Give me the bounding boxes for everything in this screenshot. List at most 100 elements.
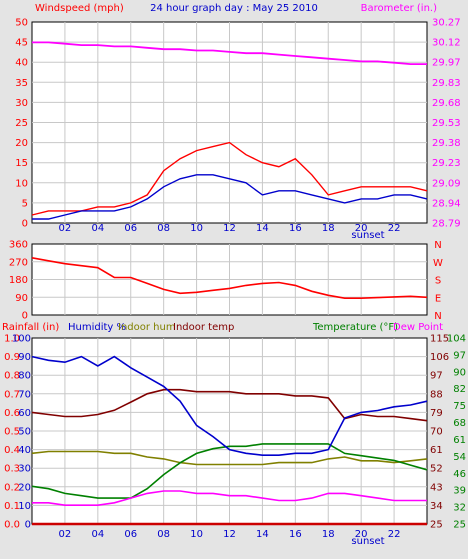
- temperature-tick-label: 75: [453, 401, 466, 412]
- rainfall-tick-label: 0.9: [4, 352, 20, 363]
- windspeed-tick-label: 50: [15, 18, 28, 29]
- x-tick-label: 18: [322, 223, 335, 234]
- indoor-temp-tick-label: 70: [430, 427, 443, 438]
- rainfall-tick-label: 0.7: [4, 389, 20, 400]
- direction-tick-label: 90: [15, 293, 28, 304]
- barometer-tick-label: 28.94: [432, 198, 461, 209]
- temperature-tick-label: 54: [453, 452, 466, 463]
- x-tick-label: 20: [355, 223, 368, 234]
- compass-label: N: [434, 240, 441, 251]
- rainfall-tick-label: 0.3: [4, 464, 20, 475]
- humidity-line: [31, 355, 428, 457]
- rainfall-tick-label: 0.5: [4, 427, 20, 438]
- humidity-tick-label: 80: [18, 371, 31, 382]
- windspeed-tick-label: 15: [15, 158, 28, 169]
- windspeed-tick-label: 20: [15, 138, 28, 149]
- direction-tick-label: 360: [9, 240, 28, 251]
- x-tick-label: 08: [157, 529, 170, 540]
- x-tick-label: 22: [388, 529, 401, 540]
- x-tick-label: 16: [289, 529, 302, 540]
- direction-tick-label: 0: [22, 311, 28, 322]
- indoor-temp-tick-label: 25: [430, 520, 443, 531]
- indoor-temp-tick-label: 97: [430, 371, 443, 382]
- barometer-axis-label: Barometer (in.): [361, 3, 437, 14]
- temperature-line: [31, 443, 428, 499]
- barometer-line: [32, 41, 427, 65]
- indoor-temp-tick-label: 115: [430, 334, 449, 345]
- temperature-tick-label: 32: [453, 503, 466, 514]
- humidity-tick-label: 70: [18, 389, 31, 400]
- humidity-legend: Humidity %: [68, 322, 126, 333]
- x-tick-label: 22: [388, 223, 401, 234]
- temperature-tick-label: 46: [453, 469, 466, 480]
- x-tick-label: 14: [256, 529, 269, 540]
- barometer-tick-label: 29.53: [432, 118, 461, 129]
- x-tick-label: 06: [124, 223, 137, 234]
- rainfall-tick-label: 1.0: [4, 334, 20, 345]
- sunset-label: sunset: [351, 536, 384, 547]
- x-tick-label: 04: [91, 223, 104, 234]
- x-tick-label: 10: [190, 223, 203, 234]
- rainfall-tick-label: 0.4: [4, 445, 20, 456]
- windspeed-line: [32, 174, 428, 220]
- humidity-tick-label: 40: [18, 445, 31, 456]
- barometer-tick-label: 30.12: [432, 38, 461, 49]
- x-tick-label: 20: [355, 529, 368, 540]
- barometer-tick-label: 29.23: [432, 158, 461, 169]
- wind-direction-line: [31, 257, 428, 300]
- dew-point-line: [32, 490, 427, 507]
- barometer-tick-label: 30.27: [432, 18, 461, 29]
- temperature-tick-label: 39: [453, 486, 466, 497]
- x-tick-label: 02: [59, 223, 72, 234]
- chart-title: 24 hour graph day : May 25 2010: [150, 3, 318, 14]
- humidity-tick-label: 100: [12, 334, 31, 345]
- rainfall-tick-label: 0.8: [4, 371, 20, 382]
- indoor-temp-tick-label: 52: [430, 464, 443, 475]
- barometer-tick-label: 28.79: [432, 219, 461, 230]
- rainfall-tick-label: 0.6: [4, 408, 20, 419]
- windspeed-tick-label: 35: [15, 78, 28, 89]
- gust-line: [31, 141, 428, 216]
- barometer-tick-label: 29.38: [432, 138, 461, 149]
- windspeed-tick-label: 10: [15, 178, 28, 189]
- x-tick-label: 12: [223, 223, 236, 234]
- indoor-hum-legend: Indoor hum: [118, 322, 176, 333]
- direction-tick-label: 180: [9, 275, 28, 286]
- windspeed-tick-label: 25: [15, 118, 28, 129]
- windspeed-tick-label: 45: [15, 38, 28, 49]
- compass-label: W: [433, 258, 443, 269]
- barometer-tick-label: 29.83: [432, 78, 461, 89]
- windspeed-tick-label: 40: [15, 58, 28, 69]
- indoor-temp-tick-label: 43: [430, 482, 443, 493]
- temperature-tick-label: 97: [453, 350, 466, 361]
- temperature-legend: Temperature (°F): [312, 322, 398, 333]
- x-tick-label: 12: [223, 529, 236, 540]
- x-tick-label: 18: [322, 529, 335, 540]
- x-tick-label: 04: [91, 529, 104, 540]
- x-tick-label: 10: [190, 529, 203, 540]
- temperature-tick-label: 25: [453, 520, 466, 531]
- temperature-tick-label: 104: [447, 334, 466, 345]
- indoor-temp-tick-label: 34: [430, 501, 443, 512]
- windspeed-tick-label: 5: [22, 198, 28, 209]
- humidity-tick-label: 0: [25, 520, 31, 531]
- compass-label: N: [434, 311, 441, 322]
- windspeed-tick-label: 0: [22, 219, 28, 230]
- temperature-tick-label: 90: [453, 367, 466, 378]
- dew-point-legend: Dew Point: [393, 322, 443, 333]
- humidity-tick-label: 30: [18, 464, 31, 475]
- rainfall-legend: Rainfall (in): [2, 322, 59, 333]
- compass-label: S: [435, 276, 441, 287]
- indoor-temp-line: [31, 388, 428, 422]
- x-tick-label: 16: [289, 223, 302, 234]
- x-tick-label: 14: [256, 223, 269, 234]
- rainfall-tick-label: 0.0: [4, 520, 20, 531]
- windspeed-tick-label: 30: [15, 98, 28, 109]
- x-tick-label: 06: [124, 529, 137, 540]
- sunset-label: sunset: [351, 230, 384, 241]
- barometer-tick-label: 29.09: [432, 178, 461, 189]
- temperature-tick-label: 82: [453, 384, 466, 395]
- windspeed-axis-label: Windspeed (mph): [35, 3, 124, 14]
- humidity-tick-label: 20: [18, 482, 31, 493]
